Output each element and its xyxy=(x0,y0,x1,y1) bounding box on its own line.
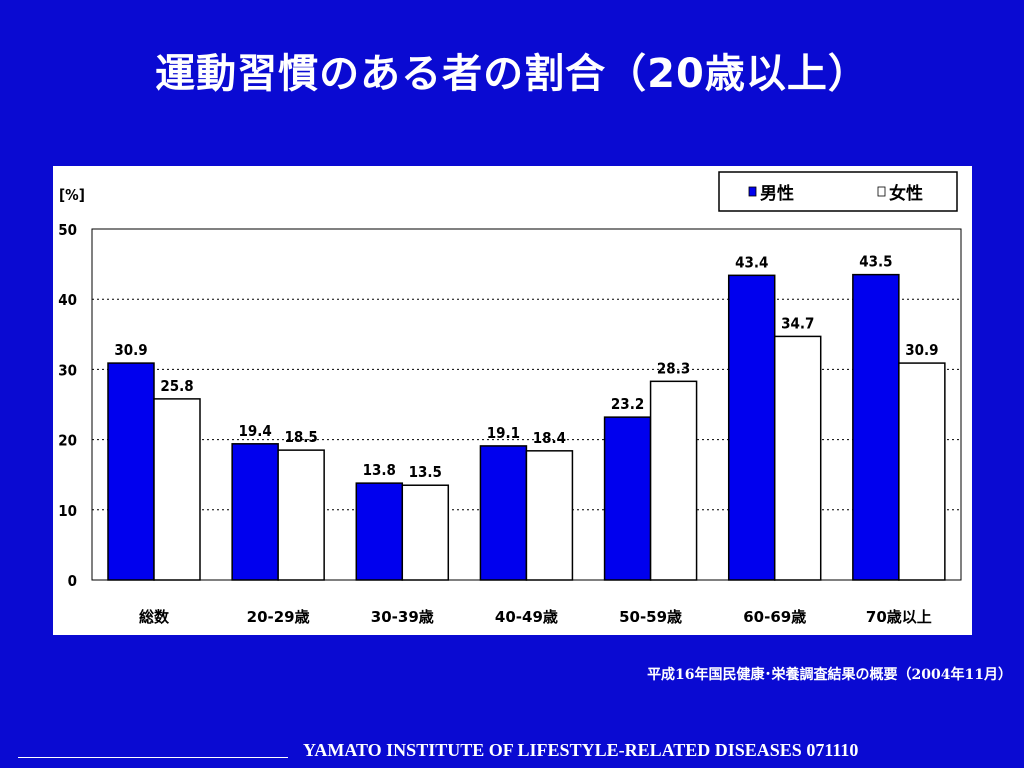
x-axis-categories: 総数 20-29歳 30-39歳 40-49歳 50-59歳 60-69歳 70歳以上 xyxy=(139,608,932,626)
y-tick-label: 30 xyxy=(58,361,77,379)
bar-female-6 xyxy=(898,362,946,581)
data-label-female-2: 13.5 xyxy=(409,463,442,481)
data-label-female-3: 18.4 xyxy=(533,429,566,447)
legend-label-male: 男性 xyxy=(760,183,794,204)
source-note: 平成16年国民健康･栄養調査結果の概要（2004年11月） xyxy=(647,667,1012,683)
bar-female-2 xyxy=(401,484,450,581)
data-label-male-5: 43.4 xyxy=(735,253,768,271)
legend: 男性 女性 xyxy=(718,171,958,212)
category-label-3: 40-49歳 xyxy=(495,608,558,626)
category-label-5: 60-69歳 xyxy=(743,608,806,626)
data-label-male-4: 23.2 xyxy=(611,395,644,413)
legend-label-female: 女性 xyxy=(889,183,923,204)
footer-text: YAMATO INSTITUTE OF LIFESTYLE-RELATED DI… xyxy=(303,740,859,760)
footer-divider xyxy=(18,757,288,758)
y-tick-label: 50 xyxy=(58,221,77,239)
bars xyxy=(107,273,946,581)
data-label-male-2: 13.8 xyxy=(363,461,396,479)
data-label-female-0: 25.8 xyxy=(160,377,193,395)
category-label-0: 総数 xyxy=(139,608,170,626)
y-tick-label: 20 xyxy=(58,432,77,450)
bar-female-4 xyxy=(649,380,698,581)
y-tick-label: 0 xyxy=(68,572,77,590)
bar-male-3 xyxy=(479,445,528,581)
bar-female-5 xyxy=(773,335,822,581)
bar-male-5 xyxy=(727,274,776,581)
bar-female-3 xyxy=(525,450,574,581)
bar-female-0 xyxy=(153,398,201,581)
data-label-female-4: 28.3 xyxy=(657,359,690,377)
legend-swatch-male xyxy=(748,186,757,197)
data-labels: 30.9 25.8 19.4 18.5 13.8 13.5 19.1 18.4 23.2 28.3… xyxy=(114,253,938,482)
bar-male-2 xyxy=(355,482,404,581)
chart-panel: 30.9 25.8 19.4 18.5 13.8 13.5 19.1 18.4 23.2 28.3… xyxy=(53,166,972,635)
data-label-male-0: 30.9 xyxy=(114,341,147,359)
category-label-6: 70歳以上 xyxy=(866,608,932,626)
category-label-4: 50-59歳 xyxy=(619,608,682,626)
data-label-female-5: 34.7 xyxy=(781,314,814,332)
legend-swatch-female xyxy=(877,186,886,197)
y-axis-ticks: 0 10 20 30 40 50 xyxy=(58,221,77,590)
bar-male-6 xyxy=(852,273,900,581)
y-tick-label: 10 xyxy=(58,502,77,520)
bar-male-1 xyxy=(231,443,279,581)
slide-title: 運動習慣のある者の割合（20歳以上） xyxy=(155,51,869,97)
y-axis-unit-label: [%] xyxy=(59,186,85,204)
legend-box xyxy=(718,171,958,212)
data-label-female-1: 18.5 xyxy=(284,428,317,446)
bar-male-4 xyxy=(603,416,652,581)
y-tick-label: 40 xyxy=(58,291,77,309)
data-label-male-6: 43.5 xyxy=(859,253,892,271)
bar-chart: 30.9 25.8 19.4 18.5 13.8 13.5 19.1 18.4 23.2 28.3… xyxy=(58,171,962,626)
bar-female-1 xyxy=(277,449,325,581)
data-label-male-1: 19.4 xyxy=(238,422,271,440)
category-label-1: 20-29歳 xyxy=(247,608,310,626)
bar-male-0 xyxy=(107,362,155,581)
data-label-female-6: 30.9 xyxy=(905,341,938,359)
category-label-2: 30-39歳 xyxy=(371,608,434,626)
data-label-male-3: 19.1 xyxy=(487,424,520,442)
